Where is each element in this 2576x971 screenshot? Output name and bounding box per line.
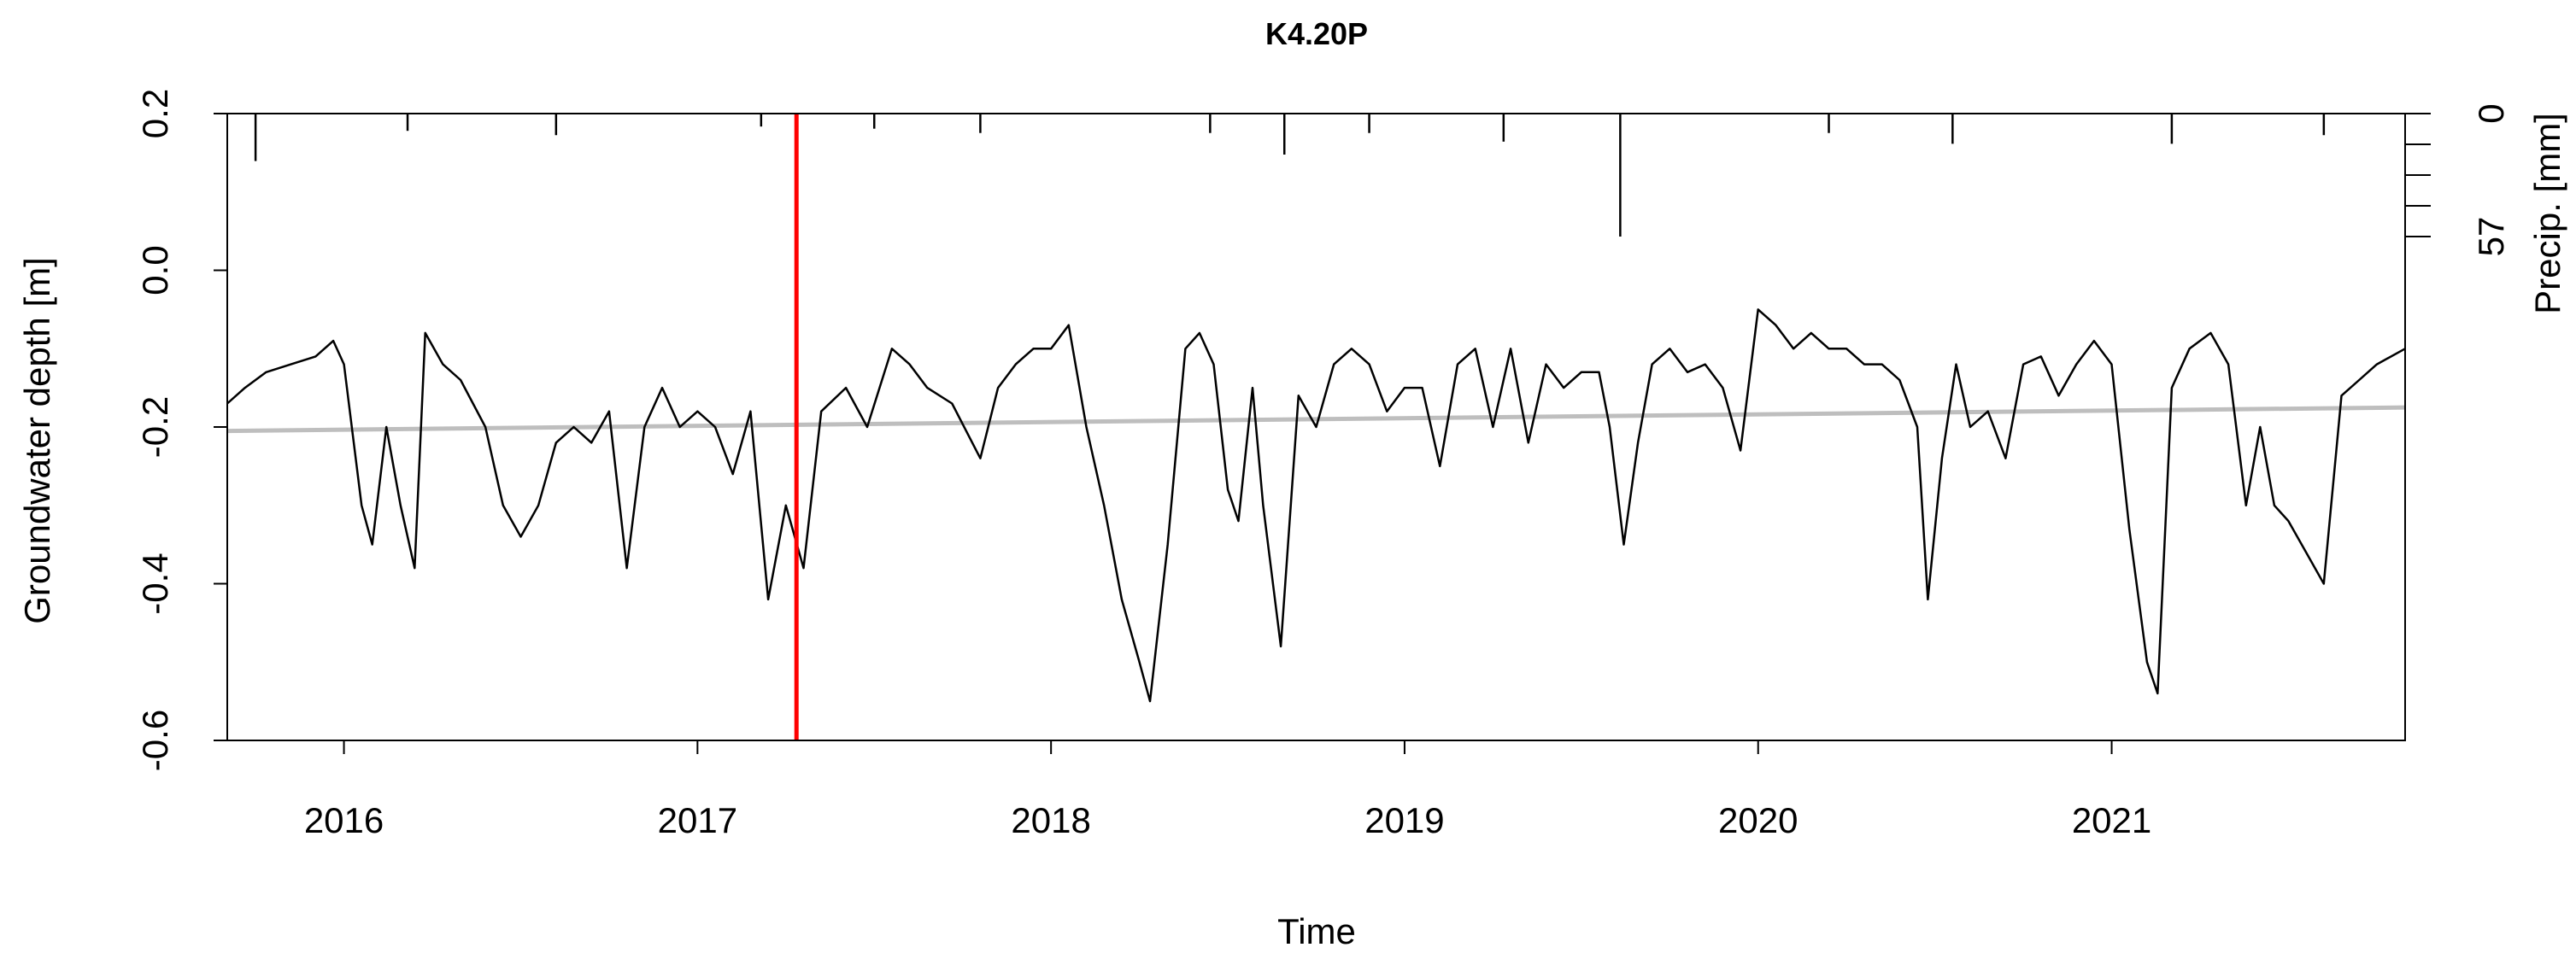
x-tick-label: 2016 <box>304 800 384 840</box>
x-axis-label: Time <box>1277 911 1356 951</box>
trend-line <box>226 405 2406 434</box>
y2-axis: 0 57 <box>2404 103 2511 257</box>
groundwater-series <box>226 308 2406 703</box>
y-tick-label: -0.4 <box>135 553 175 614</box>
x-axis: 2016 2017 2018 2019 2020 2021 <box>304 740 2151 840</box>
precip-series <box>254 114 2326 237</box>
x-tick-label: 2018 <box>1011 800 1090 840</box>
x-tick-label: 2019 <box>1364 800 1444 840</box>
y-tick-label: 0.2 <box>135 89 175 138</box>
groundwater-line <box>226 308 2406 703</box>
y-tick-label: -0.6 <box>135 710 175 771</box>
y-axis: -0.6 -0.4 -0.2 0.0 0.2 <box>135 89 227 771</box>
y-axis-label: Groundwater depth [m] <box>17 257 57 624</box>
y2-axis-label: Precip. [mm] <box>2527 113 2567 314</box>
y2-tick-label: 57 <box>2471 217 2511 257</box>
trend-series <box>226 405 2406 434</box>
x-tick-label: 2020 <box>1718 800 1798 840</box>
x-tick-label: 2021 <box>2072 800 2151 840</box>
chart-title: K4.20P <box>1265 16 1368 51</box>
y-tick-label: -0.2 <box>135 396 175 458</box>
x-tick-label: 2017 <box>658 800 737 840</box>
y-tick-label: 0.0 <box>135 245 175 295</box>
y2-tick-label: 0 <box>2471 103 2511 123</box>
